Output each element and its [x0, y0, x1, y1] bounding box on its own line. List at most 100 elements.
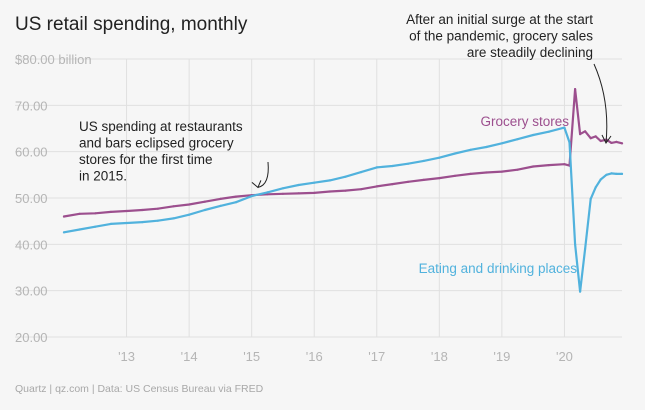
series-eating: [62, 126, 624, 293]
annotation-line: in 2015.: [79, 169, 127, 184]
data-point: [469, 148, 472, 151]
data-point: [574, 243, 577, 246]
y-tick-label: $80.00 billion: [15, 52, 92, 67]
annotations: US spending at restaurants and bars eclip…: [79, 12, 612, 189]
y-tick-label: 60.00: [15, 145, 48, 160]
data-point: [438, 156, 441, 159]
x-tick-label: '15: [243, 349, 260, 364]
data-point: [516, 138, 519, 141]
data-point: [297, 183, 300, 187]
data-point: [422, 159, 425, 162]
data-point: [594, 135, 597, 138]
data-point: [328, 190, 331, 193]
chart-title: US retail spending, monthly: [15, 14, 248, 35]
data-point: [391, 164, 394, 168]
annotation-line: and bars eclipsed grocery: [79, 136, 234, 151]
data-point: [599, 139, 602, 143]
data-point: [172, 217, 175, 220]
data-point: [344, 175, 347, 178]
series-line: [62, 126, 624, 293]
data-point: [156, 219, 159, 222]
data-point: [125, 209, 128, 213]
data-point: [219, 204, 222, 207]
data-point: [485, 171, 488, 174]
x-tick-label: '16: [306, 349, 323, 364]
y-tick-label: 20.00: [15, 330, 48, 345]
data-point: [141, 221, 144, 224]
gridlines: [15, 58, 622, 338]
data-point: [203, 200, 206, 203]
data-point: [574, 88, 577, 91]
data-point: [568, 141, 571, 144]
data-point: [360, 188, 363, 191]
y-tick-label: 50.00: [15, 191, 48, 206]
data-point: [547, 164, 550, 167]
data-point: [172, 205, 175, 208]
data-point: [615, 140, 618, 143]
data-point: [62, 215, 66, 218]
series-lines: [62, 87, 624, 293]
series-labels: Grocery stores Eating and drinking places: [419, 114, 578, 276]
series-label: Eating and drinking places: [419, 261, 578, 276]
data-point: [610, 172, 613, 175]
x-tick-label: '19: [493, 349, 510, 364]
annotation-pandemic: After an initial surge at the start of th…: [406, 12, 612, 144]
data-point: [78, 212, 81, 215]
data-point: [584, 130, 587, 133]
data-point: [485, 145, 488, 149]
data-point: [94, 212, 97, 215]
data-point: [250, 195, 253, 198]
y-tick-label: 70.00: [15, 98, 48, 113]
data-point: [391, 183, 394, 186]
annotation-line: After an initial surge at the start: [406, 12, 593, 27]
data-point: [328, 179, 331, 182]
x-tick-label: '13: [118, 349, 135, 364]
data-point: [266, 191, 269, 194]
data-point: [344, 189, 347, 192]
annotation-2015: US spending at restaurants and bars eclip…: [79, 119, 269, 189]
data-point: [234, 201, 238, 204]
data-point: [469, 172, 472, 175]
annotation-line: US spending at restaurants: [79, 119, 243, 134]
data-point: [422, 178, 425, 181]
data-point: [605, 173, 608, 176]
footer-credit: Quartz | qz.com | Data: US Census Bureau…: [15, 383, 264, 395]
data-point: [94, 225, 97, 228]
data-point: [500, 142, 503, 145]
annotation-arrow: [257, 161, 269, 188]
series-label: Grocery stores: [480, 114, 569, 129]
data-point: [219, 197, 222, 200]
data-point: [234, 195, 238, 198]
x-tick-label: '20: [556, 349, 573, 364]
data-point: [407, 180, 410, 183]
data-point: [281, 192, 284, 195]
y-axis-ticks: $80.00 billion 70.00 60.00 50.00 40.00 30.00 2…: [15, 52, 92, 345]
data-point: [203, 208, 206, 212]
data-point: [615, 172, 618, 175]
data-point: [610, 141, 613, 144]
data-point: [297, 192, 300, 195]
data-point: [109, 210, 112, 213]
data-point: [188, 203, 191, 206]
arrowhead: [601, 134, 612, 144]
data-point: [547, 130, 550, 133]
arrowhead: [251, 180, 262, 189]
data-point: [516, 168, 519, 171]
data-point: [620, 172, 624, 175]
data-point: [266, 193, 269, 196]
x-tick-label: '18: [431, 349, 448, 364]
x-axis-ticks: '13 '14 '15 '16 '17 '18 '19 '20: [118, 349, 573, 364]
data-point: [125, 221, 128, 225]
data-point: [532, 133, 535, 137]
data-point: [407, 162, 410, 165]
data-point: [453, 174, 457, 177]
data-point: [375, 185, 378, 188]
data-point: [599, 178, 602, 181]
data-point: [438, 177, 441, 180]
data-point: [188, 213, 191, 216]
data-point: [281, 187, 284, 190]
x-tick-label: '17: [368, 349, 385, 364]
y-tick-label: 40.00: [15, 237, 48, 252]
